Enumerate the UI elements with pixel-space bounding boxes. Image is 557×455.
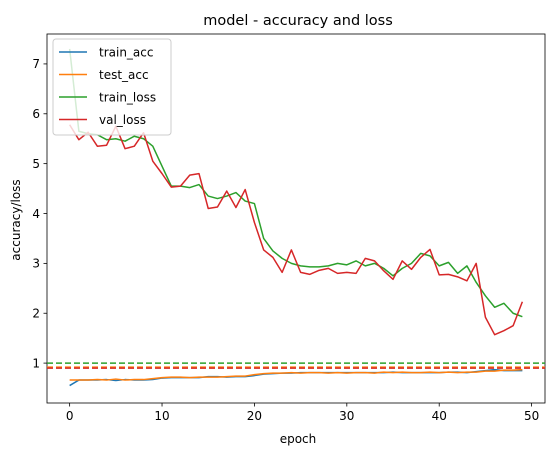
y-tick-label: 3 bbox=[32, 257, 40, 271]
x-axis: 0 10 20 30 40 50 bbox=[66, 403, 539, 423]
x-axis-label: epoch bbox=[280, 432, 317, 446]
y-tick-label: 1 bbox=[32, 356, 40, 370]
axes-frame bbox=[46, 33, 546, 404]
x-tick-label: 0 bbox=[66, 409, 74, 423]
x-tick-label: 30 bbox=[339, 409, 354, 423]
series-line-val-loss bbox=[69, 124, 524, 336]
legend-label: train_acc bbox=[99, 45, 153, 59]
series-lines bbox=[68, 48, 524, 387]
x-tick-label: 20 bbox=[247, 409, 262, 423]
series-line-train-loss bbox=[68, 48, 523, 318]
legend-box bbox=[52, 38, 172, 136]
y-tick-label: 6 bbox=[32, 107, 40, 121]
y-tick-label: 7 bbox=[32, 57, 40, 71]
series-line-test-acc bbox=[69, 368, 523, 381]
x-tick-label: 50 bbox=[524, 409, 539, 423]
x-tick-label: 40 bbox=[432, 409, 447, 423]
reference-lines bbox=[47, 362, 545, 369]
legend-label: test_acc bbox=[99, 68, 149, 82]
y-tick-label: 5 bbox=[32, 157, 40, 171]
y-axis: 1 2 3 4 5 6 7 bbox=[32, 57, 47, 370]
legend-label: val_loss bbox=[99, 113, 146, 127]
y-tick-label: 2 bbox=[32, 307, 40, 321]
y-tick-label: 4 bbox=[32, 207, 40, 221]
x-tick-label: 10 bbox=[154, 409, 169, 423]
legend: train_acc test_acc train_loss val_loss bbox=[52, 38, 172, 136]
plot-area bbox=[46, 33, 546, 404]
y-axis-label: accuracy/loss bbox=[9, 179, 23, 260]
legend-label: train_loss bbox=[99, 90, 156, 104]
chart-title: model - accuracy and loss bbox=[203, 13, 393, 29]
